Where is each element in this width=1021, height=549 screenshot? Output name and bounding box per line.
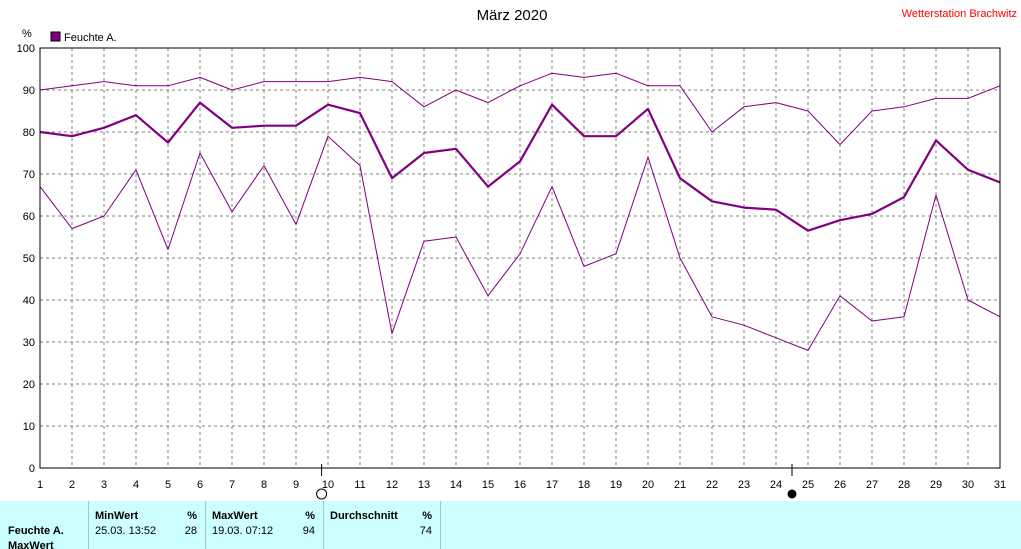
x-tick-label: 27 bbox=[866, 479, 878, 491]
x-tick-label: 5 bbox=[165, 479, 171, 491]
min-header: MinWert bbox=[95, 510, 139, 522]
x-tick-label: 4 bbox=[133, 479, 139, 491]
max-value: 94 bbox=[302, 525, 315, 537]
series-line-avg bbox=[39, 101, 1001, 232]
x-tick-label: 17 bbox=[546, 479, 558, 491]
x-tick-label: 30 bbox=[962, 479, 974, 491]
x-tick-label: 29 bbox=[930, 479, 942, 491]
stats-row-label-2: MaxWert bbox=[8, 540, 54, 549]
avg-unit: % bbox=[422, 510, 432, 522]
x-tick-label: 20 bbox=[642, 479, 654, 491]
y-tick-label: 80 bbox=[23, 127, 35, 139]
x-tick-label: 13 bbox=[418, 479, 430, 491]
legend: Feuchte A. bbox=[50, 31, 117, 44]
stats-row-label: Feuchte A. bbox=[8, 525, 64, 537]
x-tick-label: 25 bbox=[802, 479, 814, 491]
x-tick-label: 12 bbox=[386, 479, 398, 491]
stats-divider bbox=[88, 501, 89, 549]
max-unit: % bbox=[305, 510, 315, 522]
x-tick-label: 2 bbox=[69, 479, 75, 491]
x-tick-label: 21 bbox=[674, 479, 686, 491]
y-tick-label: 0 bbox=[29, 463, 35, 475]
x-tick-label: 31 bbox=[994, 479, 1006, 491]
x-tick-label: 11 bbox=[354, 479, 365, 491]
stats-max-cell: MaxWert % 19.03. 07:12 94 bbox=[206, 501, 323, 549]
y-tick-label: 60 bbox=[23, 211, 35, 223]
x-tick-label: 16 bbox=[514, 479, 526, 491]
y-axis-ticks: 0 10 20 30 40 50 60 70 80 90 100 bbox=[17, 43, 35, 475]
min-unit: % bbox=[187, 510, 197, 522]
humidity-chart: März 2020 Wetterstation Brachwitz % Feuc… bbox=[17, 7, 1017, 500]
stats-min-cell: MinWert % 25.03. 13:52 28 bbox=[89, 501, 205, 549]
stats-divider bbox=[323, 501, 324, 549]
y-tick-label: 20 bbox=[23, 379, 35, 391]
x-tick-label: 19 bbox=[610, 479, 622, 491]
full-moon-icon bbox=[316, 488, 328, 500]
legend-label: Feuchte A. bbox=[64, 32, 117, 44]
x-tick-label: 14 bbox=[450, 479, 462, 491]
x-tick-label: 9 bbox=[293, 479, 299, 491]
x-tick-label: 15 bbox=[482, 479, 494, 491]
x-tick-label: 26 bbox=[834, 479, 846, 491]
stats-row-label-cell: Feuchte A. MaxWert bbox=[0, 501, 88, 549]
x-tick-label: 28 bbox=[898, 479, 910, 491]
y-tick-label: 30 bbox=[23, 337, 35, 349]
station-name: Wetterstation Brachwitz bbox=[902, 8, 1017, 20]
y-tick-label: 40 bbox=[23, 295, 35, 307]
min-value: 28 bbox=[184, 525, 197, 537]
y-axis-unit: % bbox=[22, 28, 32, 40]
stats-divider bbox=[205, 501, 206, 549]
chart-title: März 2020 bbox=[477, 7, 548, 24]
x-axis-ticks: 1 2 3 4 5 6 7 8 9 10 11 12 13 14 15 16 17 18 19 20 21 22 23 24 2… bbox=[37, 479, 1006, 491]
new-moon-icon bbox=[787, 489, 797, 499]
x-tick-label: 7 bbox=[229, 479, 235, 491]
grid bbox=[40, 48, 1000, 468]
x-tick-label: 23 bbox=[738, 479, 750, 491]
stats-avg-cell: Durchschnitt % 74 bbox=[324, 501, 440, 549]
max-header: MaxWert bbox=[212, 510, 258, 522]
x-tick-label: 6 bbox=[197, 479, 203, 491]
y-tick-label: 100 bbox=[17, 43, 35, 55]
min-datetime: 25.03. 13:52 bbox=[95, 525, 157, 537]
x-tick-label: 10 bbox=[322, 479, 334, 491]
max-datetime: 19.03. 07:12 bbox=[212, 525, 274, 537]
x-tick-label: 18 bbox=[578, 479, 590, 491]
legend-swatch bbox=[50, 31, 61, 42]
stats-divider bbox=[440, 501, 441, 549]
y-tick-label: 90 bbox=[23, 85, 35, 97]
x-tick-label: 24 bbox=[770, 479, 782, 491]
series-line-min bbox=[39, 135, 1001, 351]
y-tick-label: 10 bbox=[23, 421, 35, 433]
x-tick-label: 22 bbox=[706, 479, 718, 491]
y-tick-label: 50 bbox=[23, 253, 35, 265]
plot-frame bbox=[39, 47, 1001, 469]
avg-header: Durchschnitt bbox=[330, 510, 398, 522]
x-tick-label: 3 bbox=[101, 479, 107, 491]
series-line-max bbox=[39, 72, 1001, 146]
series-lines bbox=[39, 72, 1001, 351]
x-tick-label: 1 bbox=[37, 479, 43, 491]
avg-value: 74 bbox=[419, 525, 432, 537]
x-tick-label: 8 bbox=[261, 479, 267, 491]
stats-panel: Feuchte A. MaxWert MinWert % 25.03. 13:5… bbox=[0, 501, 1021, 549]
y-tick-label: 70 bbox=[23, 169, 35, 181]
moon-markers bbox=[316, 464, 797, 500]
